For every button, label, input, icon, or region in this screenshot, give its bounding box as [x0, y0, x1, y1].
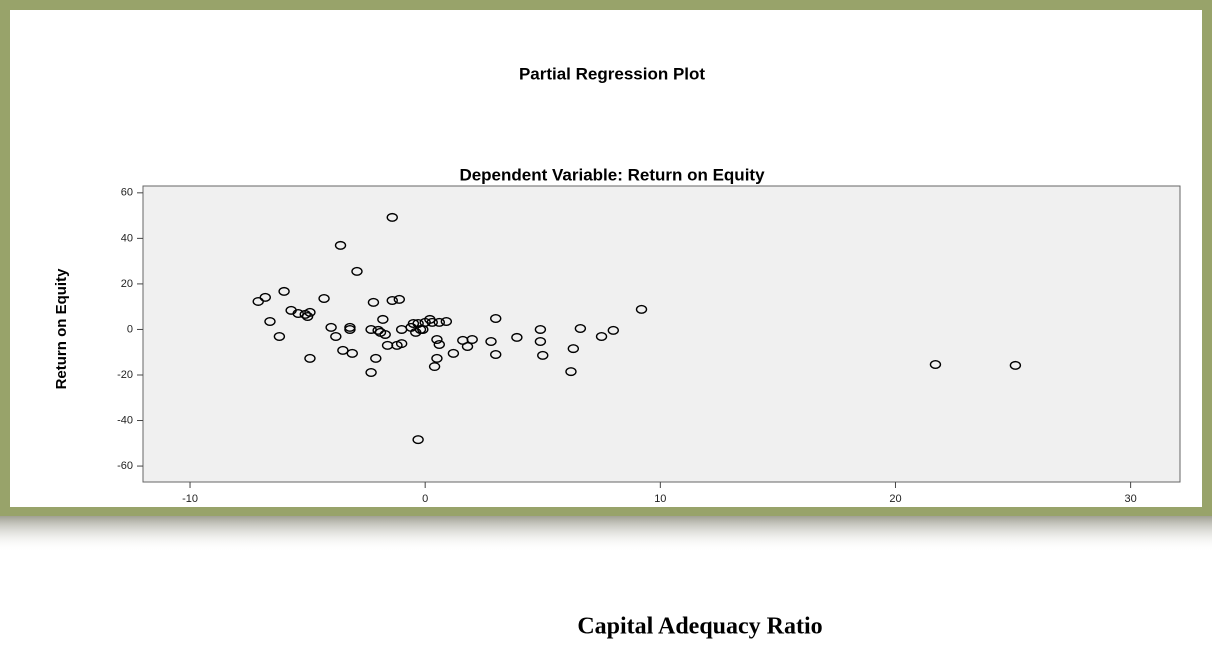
frame-shadow	[0, 512, 1212, 552]
point	[278, 286, 290, 296]
point	[325, 322, 337, 332]
point	[393, 294, 406, 304]
point	[1009, 360, 1022, 370]
x-tick-label: 30	[1124, 493, 1136, 505]
point	[461, 342, 474, 352]
point	[490, 314, 502, 324]
y-tick-label: -20	[117, 369, 133, 381]
point	[386, 296, 398, 306]
point	[365, 324, 377, 334]
point	[431, 353, 443, 363]
point	[351, 266, 363, 276]
point	[412, 435, 424, 445]
point	[304, 353, 316, 363]
point	[264, 316, 276, 326]
plot-area	[142, 185, 1181, 483]
point	[428, 362, 441, 372]
point	[565, 367, 577, 377]
point	[346, 348, 358, 358]
x-tick-label: 20	[889, 493, 901, 505]
y-axis-label: Return on Equity	[53, 268, 70, 389]
point	[490, 349, 502, 359]
point	[635, 304, 648, 314]
point	[386, 212, 398, 222]
point	[511, 332, 523, 342]
point	[534, 337, 547, 347]
point	[466, 334, 478, 344]
point	[426, 317, 438, 327]
point	[370, 353, 382, 363]
point	[292, 309, 304, 319]
point	[365, 367, 377, 377]
point	[330, 332, 342, 342]
y-tick-label: -40	[117, 414, 133, 426]
point	[433, 317, 445, 327]
x-tick-label: 10	[654, 493, 666, 505]
chart-title: Partial Regression Plot	[519, 64, 705, 83]
point	[395, 339, 408, 349]
y-tick-label: 40	[121, 232, 133, 244]
point	[929, 360, 942, 370]
point	[574, 324, 587, 334]
point	[273, 332, 286, 342]
y-tick-label: 20	[121, 278, 133, 290]
point	[334, 240, 347, 250]
point	[537, 350, 549, 360]
point	[259, 292, 271, 302]
point	[431, 334, 443, 344]
point	[595, 332, 608, 342]
point	[344, 324, 356, 334]
point	[301, 311, 314, 321]
x-tick-label: 0	[422, 493, 428, 505]
x-axis-label: Capital Adequacy Ratio	[577, 614, 822, 640]
point	[567, 344, 580, 354]
point	[304, 307, 316, 317]
chart-subtitle: Dependent Variable: Return on Equity	[459, 165, 765, 184]
y-tick-label: -60	[117, 460, 133, 472]
point	[407, 319, 420, 329]
point	[379, 329, 391, 339]
x-tick-label: -10	[182, 493, 198, 505]
point	[367, 297, 380, 307]
point	[440, 316, 453, 326]
y-tick-label: 60	[121, 187, 133, 199]
point	[485, 337, 497, 347]
point	[318, 293, 330, 303]
point	[377, 314, 389, 324]
point	[337, 345, 349, 355]
point	[447, 348, 460, 358]
point	[534, 324, 547, 334]
y-tick-label: 0	[127, 323, 133, 335]
point	[607, 325, 619, 335]
point	[433, 339, 445, 349]
